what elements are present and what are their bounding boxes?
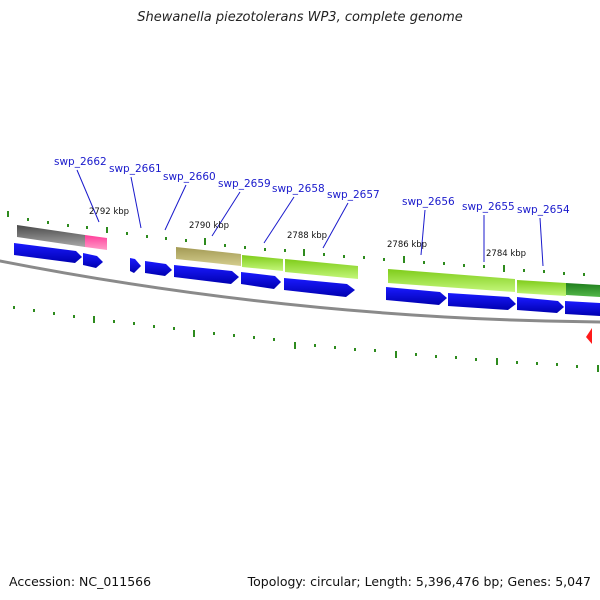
leader-line	[263, 196, 295, 244]
cds-arrow	[145, 261, 172, 276]
chromosome-backbone	[0, 259, 600, 324]
kbp-label: 2792 kbp	[89, 207, 129, 217]
cds-track	[14, 243, 600, 316]
cds-arrow	[448, 293, 516, 310]
leader-line	[322, 202, 349, 249]
feature-lime-1	[242, 255, 283, 271]
cds-arrow	[130, 258, 141, 273]
leader-line	[76, 169, 100, 223]
kbp-label: 2788 kbp	[287, 231, 327, 241]
feature-pink	[85, 235, 107, 250]
cds-arrow	[14, 243, 82, 263]
gene-label-swp-2655: swp_2655	[462, 201, 515, 213]
feature-lime-4	[517, 280, 566, 296]
gene-label-swp-2660: swp_2660	[163, 171, 216, 183]
cds-arrow	[386, 287, 447, 305]
leader-line	[130, 176, 142, 229]
kbp-label: 2786 kbp	[387, 240, 427, 250]
cds-arrow	[517, 297, 564, 313]
leader-line	[164, 184, 187, 231]
cds-arrow	[565, 301, 600, 316]
cds-arrow	[241, 272, 281, 289]
feature-olive	[176, 247, 241, 266]
gene-label-swp-2654: swp_2654	[517, 204, 570, 216]
outer-scale-ticks	[7, 211, 585, 276]
feature-lime-3	[388, 269, 515, 292]
gene-label-swp-2659: swp_2659	[218, 178, 271, 190]
inner-scale-ticks	[13, 306, 599, 372]
gene-leader-lines	[76, 169, 544, 267]
feature-lime-2	[285, 259, 358, 279]
gene-label-swp-2662: swp_2662	[54, 156, 107, 168]
feature-track	[17, 225, 600, 297]
cds-arrow	[284, 278, 355, 297]
gene-label-swp-2657: swp_2657	[327, 189, 380, 201]
kbp-label: 2790 kbp	[189, 221, 229, 231]
genome-title: Shewanella piezotolerans WP3, complete g…	[137, 10, 463, 25]
accession-label: Accession: NC_011566	[9, 574, 152, 589]
cds-arrow	[83, 253, 103, 268]
feature-darkgreen	[566, 283, 600, 297]
gene-label-swp-2661: swp_2661	[109, 163, 162, 175]
cds-arrow	[174, 265, 239, 284]
leader-line	[539, 217, 544, 267]
gene-label-swp-2656: swp_2656	[402, 196, 455, 208]
position-marker	[586, 328, 592, 344]
kbp-label: 2784 kbp	[486, 249, 526, 259]
feature-gray	[17, 225, 85, 247]
leader-line	[420, 209, 426, 256]
genome-summary: Topology: circular; Length: 5,396,476 bp…	[247, 574, 591, 589]
gene-label-swp-2658: swp_2658	[272, 183, 325, 195]
leader-line	[211, 191, 241, 237]
